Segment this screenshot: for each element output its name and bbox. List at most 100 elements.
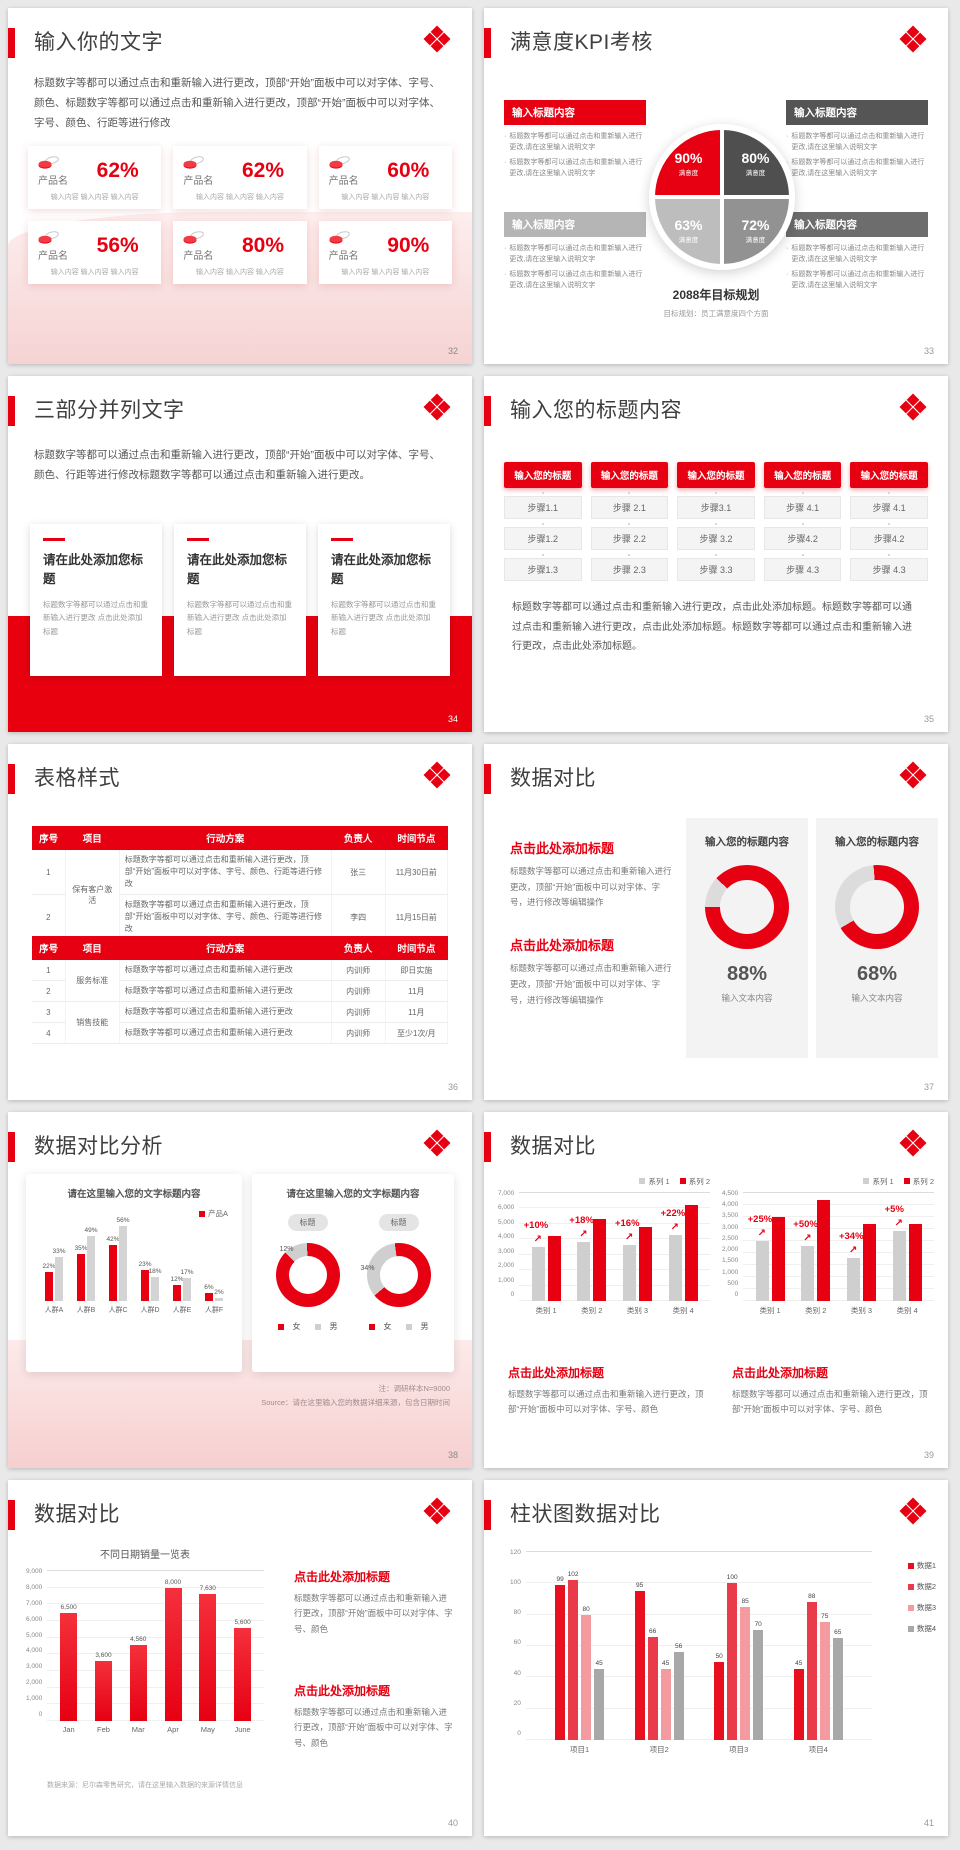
gridline (47, 1653, 264, 1654)
category-label: 类别 3 (626, 1306, 649, 1315)
chart-legend: 系列 1 系列 2 (722, 1176, 934, 1187)
y-axis: 7,000 6,000 5,000 4,000 3,000 2,000 1,000 0 (498, 1190, 519, 1298)
bar-slot: 18% (148, 1268, 162, 1301)
category-label: 项目4 (808, 1745, 828, 1754)
slide-header: 输入你的文字 (8, 8, 472, 60)
slide-thumbnail-34[interactable]: 三部分并列文字 标题数字等都可以通过点击和重新输入进行更改，顶部“开始”面板中可… (8, 376, 472, 732)
chart-legend: 女男 (277, 1321, 338, 1332)
bar-value-label: 56% (116, 1217, 130, 1224)
slide-thumbnail-38[interactable]: 数据对比分析 请在这里输入您的文字标题内容 产品A 22% 33% 人群A 35% 49… (8, 1112, 472, 1468)
bar-value-label: 23% (138, 1261, 152, 1268)
gridline (743, 1252, 934, 1253)
axis-tick-label: 3,000 (26, 1663, 43, 1671)
growth-label: +10% (523, 1220, 549, 1231)
column-header: 输入您的标题 (590, 462, 669, 488)
donut-label: 输入文本内容 (721, 993, 773, 1003)
plot-area: 6,500 Jan 3,600 Feb 4,560 Mar 8,000 Apr 7,630 May… (47, 1570, 264, 1734)
step-chip: 步骤4.2 (850, 523, 928, 550)
bar-value-label: 45 (662, 1660, 670, 1667)
bar-slot (668, 1235, 682, 1301)
bar-pair (846, 1224, 876, 1301)
category-label: 项目2 (649, 1745, 669, 1754)
gridline (519, 1300, 710, 1301)
step-chip: 步骤 4.3 (850, 554, 928, 581)
red-clover-logo-icon (422, 1496, 452, 1526)
action-table: 序号 项目 行动方案 负责人 时间节点 1 保有客户激活 标题数字等都可以通过点击和重新输入进… (32, 826, 449, 940)
slide-thumbnail-39[interactable]: 数据对比 系列 1 系列 2 7,000 6,000 5,000 4,000 3,000 2,… (484, 1112, 948, 1468)
bar-value-label: 18% (148, 1268, 162, 1275)
category-label: 人群F (204, 1307, 224, 1314)
product-value: 62% (241, 159, 284, 182)
bar-group: +10% ↗ 类别 1 (524, 1220, 561, 1315)
axis-tick-label: 7,000 (498, 1190, 515, 1197)
category-label: 类别 1 (759, 1306, 781, 1315)
bar-slot: 7,630 (199, 1585, 217, 1721)
bar (908, 1224, 922, 1301)
bar-chart: 不同日期销量一览表 9,000 8,000 7,000 6,000 5,000 4,000… (26, 1546, 264, 1734)
donut-chart: 34% (361, 1243, 431, 1307)
bar (819, 1622, 830, 1740)
growth-label: +34% (838, 1231, 864, 1242)
bar-value-label: 5,600 (234, 1619, 251, 1626)
growth-arrow-icon: ↗ (579, 1229, 588, 1240)
axis-tick-label: 2,000 (722, 1246, 739, 1254)
kpi-box: 输入标题内容 标题数字等都可以通过点击和重新输入进行更改,请在这里输入说明文字 … (504, 100, 646, 183)
bar (714, 1662, 725, 1740)
bar-pair: 4,560 (129, 1636, 147, 1721)
table-header-cell: 序号 (32, 826, 66, 850)
bar-slot: 33% (52, 1248, 66, 1301)
gridline (743, 1216, 934, 1217)
slide-thumbnail-40[interactable]: 数据对比 不同日期销量一览表 9,000 8,000 7,000 6,000 5,000… (8, 1480, 472, 1836)
grouped-bar-chart: 系列 1 系列 2 4,500 4,000 3,500 3,000 2,500 2,000 1,… (722, 1176, 934, 1315)
bar (832, 1638, 843, 1740)
bar-slot: 42% (106, 1236, 120, 1301)
action-cell: 标题数字等都可以通过点击和重新输入进行更改 (119, 980, 332, 1002)
bar-slot: 75 (819, 1613, 830, 1740)
card-body: 标题数字等都可以通过点击和重新输入进行更改 点击此处添加标题 (331, 599, 436, 636)
column-header: 输入您的标题 (763, 462, 842, 488)
axis-tick-label: 3,000 (722, 1223, 739, 1231)
growth-arrow-icon: ↗ (670, 1222, 680, 1233)
block-body: 标题数字等都可以通过点击和重新输入进行更改，顶部“开始”面板中可以对字体、字号，… (510, 866, 672, 908)
action-cell: 标题数字等都可以通过点击和重新输入进行更改，顶部“开始”面板中可以对字体、字号、… (119, 894, 332, 940)
product-desc: 输入内容 输入内容 输入内容 (50, 194, 139, 201)
bar-groups: 6,500 Jan 3,600 Feb 4,560 Mar 8,000 Apr 7,630 May… (47, 1579, 264, 1734)
bar (45, 1272, 53, 1301)
column-header: 输入您的标题 (850, 462, 928, 488)
text-card: 请在此处添加您标题 标题数字等都可以通过点击和重新输入进行更改 点击此处添加标题 (318, 524, 450, 676)
bar-slot (577, 1242, 591, 1301)
slide-thumbnail-32[interactable]: 输入你的文字 标题数字等都可以通过点击和重新输入进行更改，顶部“开始”面板中可以… (8, 8, 472, 364)
kpi-bullet: 标题数字等都可以通过点击和重新输入进行更改,请在这里输入说明文字 (504, 244, 646, 266)
donut-chart: 12% (275, 1243, 340, 1307)
coins-icon (38, 230, 60, 245)
card-heading: 请在此处添加您标题 (43, 553, 144, 586)
gridline (743, 1240, 934, 1241)
axis-tick-label: 80 (513, 1609, 521, 1617)
category-label: June (234, 1725, 251, 1734)
coins-icon (38, 155, 60, 170)
bar (94, 1661, 112, 1721)
bar (684, 1205, 698, 1301)
gridline (519, 1269, 710, 1270)
bar (793, 1669, 804, 1740)
bar (581, 1615, 592, 1740)
bar-groups: 99 102 80 45 项目1 95 66 45 56 项目2 50 100 85 70 项目3 45 88 7… (526, 1571, 872, 1754)
slide-thumbnail-35[interactable]: 输入您的标题内容 输入您的标题 步骤1.1 步骤1.2 步骤1.3 输入您的标题 步骤 2… (484, 376, 948, 732)
chart-legend: 产品A (36, 1208, 228, 1219)
bar-value-label: 12% (170, 1276, 184, 1283)
bar-slot (817, 1200, 831, 1301)
legend-label: 产品A (207, 1209, 228, 1218)
slide-thumbnail-41[interactable]: 柱状图数据对比 120 100 80 60 40 20 0 99 102 80 45 项目1 95 66 4… (484, 1480, 948, 1836)
pill-label: 标题 (378, 1214, 419, 1231)
axis-tick-label: 3,000 (498, 1247, 515, 1255)
kpi-bullet: 标题数字等都可以通过点击和重新输入进行更改,请在这里输入说明文字 (504, 158, 646, 180)
slide-thumbnail-36[interactable]: 表格样式 序号 项目 行动方案 负责人 时间节点 1 保有客户激活 标题数字等都可以通过点击和… (8, 744, 472, 1100)
bar-pair: 3,600 (94, 1652, 112, 1721)
slide-thumbnail-37[interactable]: 数据对比 点击此处添加标题 标题数字等都可以通过点击和重新输入进行更改，顶部“开… (484, 744, 948, 1100)
source-notes: 注：调研样本N=9000 Source：请在这里输入您的数据详细来源，包含日期时… (261, 1382, 450, 1411)
coins-icon (329, 155, 351, 170)
gridline (525, 1739, 872, 1740)
slide-thumbnail-33[interactable]: 满意度KPI考核 输入标题内容 标题数字等都可以通过点击和重新输入进行更改,请在… (484, 8, 948, 364)
block-heading: 点击此处添加标题 (294, 1684, 391, 1698)
